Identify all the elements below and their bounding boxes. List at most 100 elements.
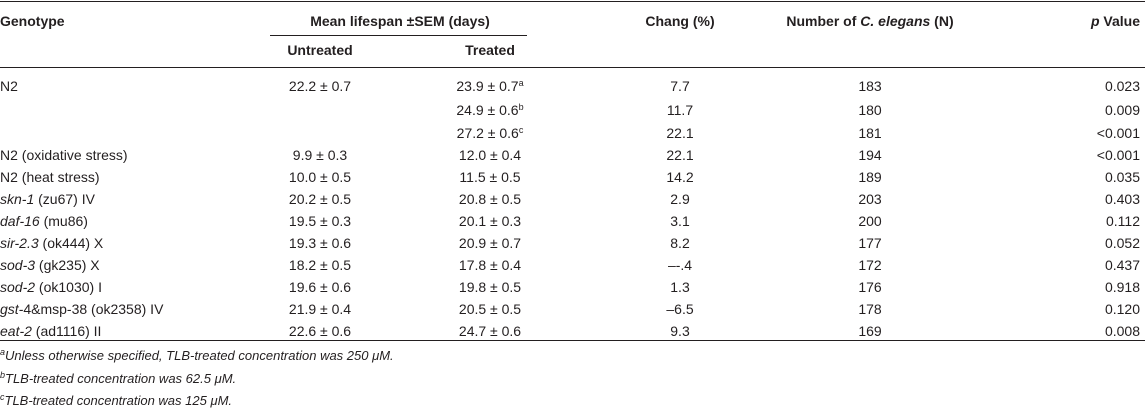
row-count: 176: [858, 279, 882, 295]
row-treated: 19.8 ± 0.5: [425, 278, 555, 296]
row-change: 14.2: [666, 169, 694, 185]
row-count: 181: [858, 125, 882, 141]
row-treated-value: 11.5 ± 0.5: [459, 169, 521, 185]
row-count: 177: [858, 235, 882, 251]
row-genotype-label: (ad1116) II: [31, 323, 102, 339]
footnote: cTLB-treated concentration was 125 μM.: [0, 393, 232, 409]
header-p-value: p Value: [985, 12, 1140, 30]
row-count: 178: [858, 301, 882, 317]
row-footnote-mark: a: [518, 78, 524, 88]
row-treated-value: 24.7 ± 0.6: [458, 323, 522, 339]
row-count: 200: [858, 213, 882, 229]
row-genotype: sir-2.3 (ok444) X: [0, 234, 103, 252]
row-genotype-label: N2 (heat stress): [0, 169, 100, 185]
footnote-mark: c: [0, 392, 5, 402]
row-gene-name: skn-1: [0, 191, 35, 207]
row-treated: 24.7 ± 0.6: [425, 322, 555, 340]
header-number-prefix: Number of: [786, 13, 861, 29]
row-genotype-label: N2: [0, 78, 18, 94]
row-treated: 23.9 ± 0.7a: [425, 77, 555, 95]
footnote-text: Unless otherwise specified, TLB-treated …: [5, 348, 394, 363]
row-treated: 17.8 ± 0.4: [425, 256, 555, 274]
row-p-value: 0.009: [1104, 102, 1140, 118]
bottom-rule: [0, 340, 1145, 341]
row-treated: 20.9 ± 0.7: [425, 234, 555, 252]
row-count: 172: [858, 257, 882, 273]
row-genotype-label: (mu86): [39, 213, 88, 229]
row-untreated: 9.9 ± 0.3: [292, 147, 348, 163]
row-treated: 20.1 ± 0.3: [425, 212, 555, 230]
row-genotype-label: (gk235) X: [35, 257, 100, 273]
row-genotype: gst-4&msp-38 (ok2358) IV: [0, 300, 163, 318]
row-untreated: 19.5 ± 0.3: [288, 213, 352, 229]
header-number-species: C. elegans: [860, 13, 931, 29]
top-rule: [0, 1, 1145, 2]
header-treated: Treated: [465, 42, 515, 58]
row-untreated: 22.6 ± 0.6: [288, 323, 352, 339]
row-untreated: 21.9 ± 0.4: [288, 301, 352, 317]
row-treated-value: 20.1 ± 0.3: [458, 213, 522, 229]
row-treated: 11.5 ± 0.5: [425, 168, 555, 186]
row-footnote-mark: c: [518, 125, 524, 135]
row-footnote-mark: b: [518, 102, 524, 112]
row-treated: 27.2 ± 0.6c: [425, 124, 555, 142]
row-count: 183: [858, 78, 882, 94]
footnote-mark: b: [0, 370, 6, 380]
row-count: 189: [858, 169, 882, 185]
row-genotype: sod-3 (gk235) X: [0, 256, 100, 274]
row-change: 8.2: [670, 235, 690, 251]
row-genotype-label: (ok1030) I: [35, 279, 102, 295]
header-number: Number of C. elegans (N): [760, 12, 980, 30]
row-change: –6.5: [666, 301, 694, 317]
row-untreated: 22.2 ± 0.7: [288, 78, 352, 94]
row-change: 3.1: [670, 213, 690, 229]
header-p: p: [1090, 13, 1100, 29]
row-treated-value: 19.8 ± 0.5: [458, 279, 522, 295]
row-p-value: 0.120: [1104, 301, 1140, 317]
row-p-value: 0.008: [1104, 323, 1140, 339]
row-genotype: eat-2 (ad1116) II: [0, 322, 101, 340]
row-count: 203: [858, 191, 882, 207]
row-gene-name: eat-2: [0, 323, 32, 339]
row-change: 7.7: [670, 78, 690, 94]
row-genotype-label: 4&msp-38 (ok2358) IV: [23, 301, 164, 317]
row-change: 1.3: [670, 279, 690, 295]
footnote: bTLB-treated concentration was 62.5 μM.: [0, 371, 236, 387]
row-untreated: 10.0 ± 0.5: [288, 169, 352, 185]
row-gene-name: daf-16: [0, 213, 40, 229]
row-change: 9.3: [670, 323, 690, 339]
row-p-value: <0.001: [1096, 147, 1140, 163]
row-treated-value: 23.9 ± 0.7: [456, 78, 519, 94]
group-rule: [270, 35, 527, 36]
row-genotype-label: (ok444) X: [38, 235, 104, 251]
row-change: 11.7: [666, 102, 694, 118]
row-change: 22.1: [666, 125, 694, 141]
row-treated-value: 20.8 ± 0.5: [458, 191, 522, 207]
row-change: 22.1: [666, 147, 694, 163]
row-p-value: 0.052: [1104, 235, 1140, 251]
row-treated-value: 20.5 ± 0.5: [458, 301, 522, 317]
row-genotype: N2 (heat stress): [0, 168, 100, 186]
footnote: aUnless otherwise specified, TLB-treated…: [0, 348, 394, 364]
row-genotype: sod-2 (ok1030) I: [0, 278, 102, 296]
row-genotype-label: (zu67) IV: [34, 191, 95, 207]
row-p-value: 0.035: [1104, 169, 1140, 185]
row-p-value: 0.437: [1104, 257, 1140, 273]
row-treated-value: 24.9 ± 0.6: [456, 102, 519, 118]
row-count: 169: [858, 323, 882, 339]
row-p-value: 0.918: [1104, 279, 1140, 295]
row-treated: 20.8 ± 0.5: [425, 190, 555, 208]
row-untreated: 20.2 ± 0.5: [288, 191, 352, 207]
row-treated: 12.0 ± 0.4: [425, 146, 555, 164]
footnote-text: TLB-treated concentration was 125 μM.: [4, 393, 233, 408]
row-genotype: daf-16 (mu86): [0, 212, 88, 230]
row-genotype: skn-1 (zu67) IV: [0, 190, 95, 208]
row-genotype: N2: [0, 77, 18, 95]
header-number-suffix: (N): [930, 13, 954, 29]
row-gene-name: sir-2.3: [0, 235, 39, 251]
row-gene-name: gst-: [0, 301, 24, 317]
row-treated: 24.9 ± 0.6b: [425, 101, 555, 119]
row-treated-value: 12.0 ± 0.4: [458, 147, 522, 163]
row-treated-value: 27.2 ± 0.6: [456, 125, 519, 141]
row-p-value: 0.023: [1104, 78, 1140, 94]
